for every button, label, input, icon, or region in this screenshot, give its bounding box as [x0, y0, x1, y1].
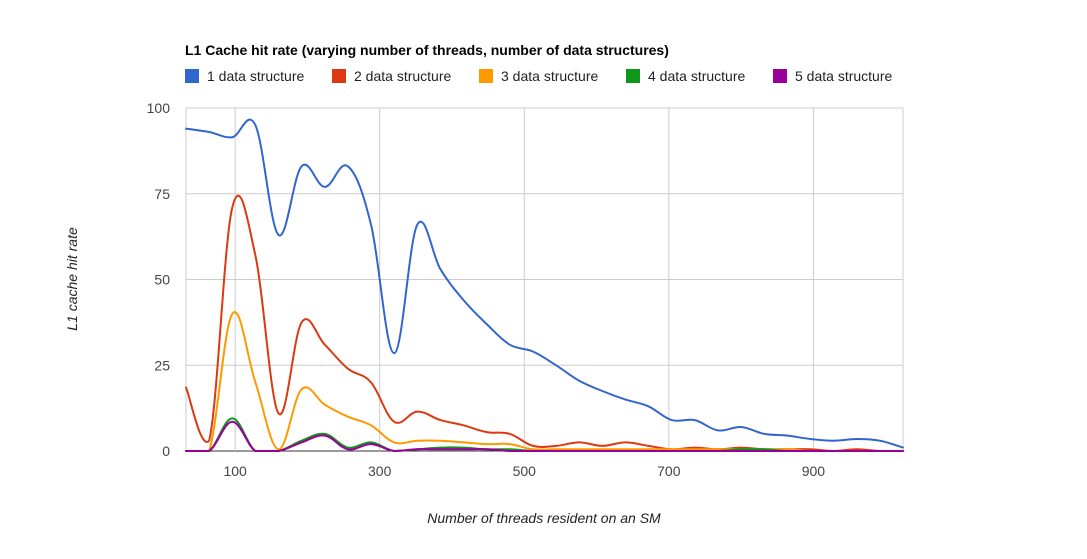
legend-label-series-4: 4 data structure — [648, 68, 746, 84]
series-layer — [185, 118, 904, 452]
legend-swatch-series-2 — [332, 69, 346, 83]
legend-item-series-3[interactable]: 3 data structure — [479, 67, 598, 85]
legend-swatch-series-4 — [626, 69, 640, 83]
series-line-1[interactable] — [185, 118, 904, 449]
series-line-5[interactable] — [185, 420, 904, 452]
grid — [185, 107, 904, 452]
tick-labels: 0 25 50 75 100 100 300 500 700 900 — [147, 100, 826, 479]
y-tick-label-0: 0 — [162, 443, 170, 459]
y-axis-title: L1 cache hit rate — [64, 227, 80, 331]
legend-label-series-1: 1 data structure — [207, 68, 305, 84]
x-axis-title: Number of threads resident on an SM — [427, 510, 661, 526]
x-tick-label-500: 500 — [513, 463, 537, 479]
legend-item-series-2[interactable]: 2 data structure — [332, 67, 451, 85]
y-tick-label-50: 50 — [154, 272, 170, 288]
x-tick-label-700: 700 — [657, 463, 681, 479]
x-tick-label-100: 100 — [223, 463, 247, 479]
legend-label-series-2: 2 data structure — [354, 68, 452, 84]
legend-item-series-1[interactable]: 1 data structure — [185, 67, 304, 85]
legend-item-series-4[interactable]: 4 data structure — [626, 67, 745, 85]
legend-label-series-3: 3 data structure — [501, 68, 599, 84]
y-tick-label-25: 25 — [154, 357, 170, 373]
x-tick-label-900: 900 — [802, 463, 826, 479]
y-tick-label-100: 100 — [147, 100, 171, 116]
legend-swatch-series-3 — [479, 69, 493, 83]
series-line-3[interactable] — [185, 311, 904, 452]
legend-swatch-series-1 — [185, 69, 199, 83]
y-tick-label-75: 75 — [154, 186, 170, 202]
legend: 1 data structure 2 data structure 3 data… — [185, 67, 925, 85]
chart-title: L1 Cache hit rate (varying number of thr… — [185, 42, 669, 58]
legend-label-series-5: 5 data structure — [795, 68, 893, 84]
legend-swatch-series-5 — [773, 69, 787, 83]
x-tick-label-300: 300 — [368, 463, 392, 479]
legend-item-series-5[interactable]: 5 data structure — [773, 67, 892, 85]
